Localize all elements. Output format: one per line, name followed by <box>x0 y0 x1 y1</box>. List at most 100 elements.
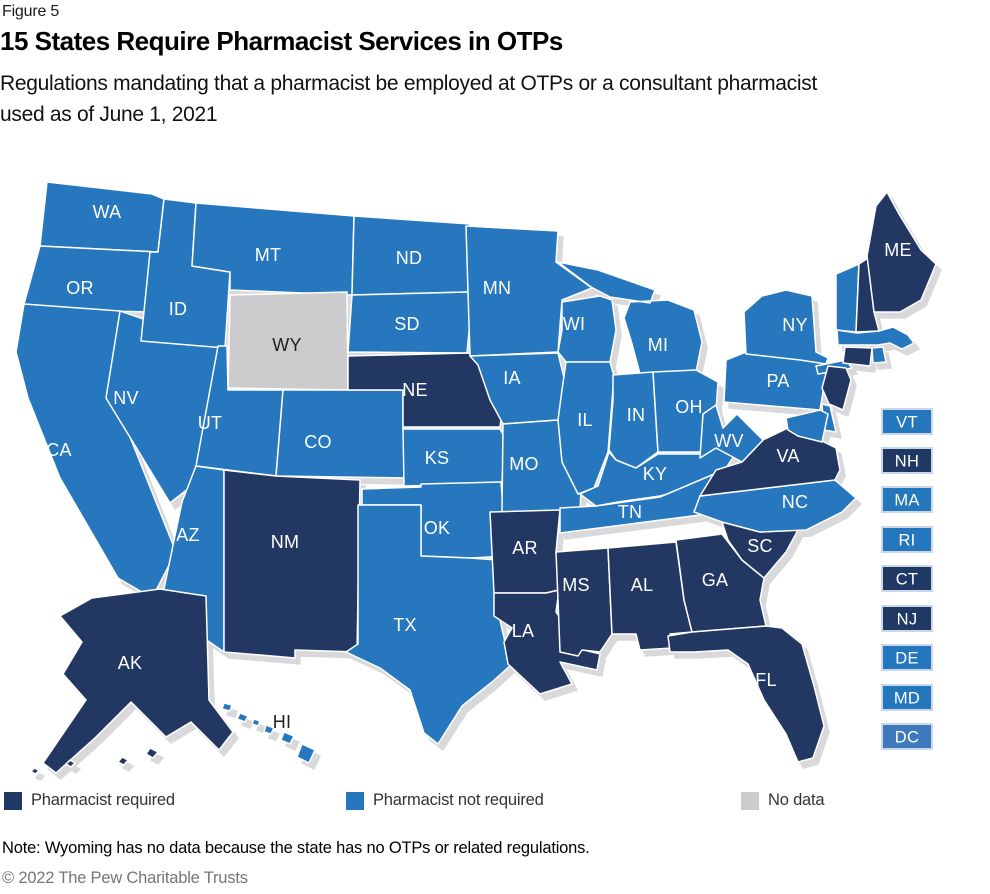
state-nj <box>821 365 852 411</box>
inset-box-md <box>881 684 933 711</box>
inset-label-dc: DC <box>895 729 919 747</box>
state-ma <box>836 326 915 350</box>
legend-label-required: Pharmacist required <box>31 791 175 809</box>
state-label-nc: NC <box>782 492 808 512</box>
state-ga <box>675 533 767 633</box>
inset-box-ma <box>881 486 933 513</box>
state-label-sc: SC <box>747 536 772 556</box>
state-nm <box>223 469 361 659</box>
state-tx <box>345 504 513 745</box>
legend-item-no-data: No data <box>741 791 825 810</box>
legend-swatch-not-required <box>346 791 364 810</box>
state-ri <box>871 346 887 364</box>
state-label-ak: AK <box>118 653 142 673</box>
state-label-mn: MN <box>483 278 511 298</box>
state-hi <box>221 702 316 764</box>
state-label-hi: HI <box>273 712 291 732</box>
state-vt <box>835 263 860 333</box>
inset-label-nh: NH <box>895 453 919 471</box>
state-label-tx: TX <box>393 615 416 635</box>
state-me <box>866 191 937 313</box>
state-label-mo: MO <box>509 454 538 474</box>
inset-box-de <box>881 644 933 671</box>
state-label-ms: MS <box>562 575 589 595</box>
inset-box-ct <box>881 565 933 592</box>
state-md <box>785 409 829 443</box>
legend-label-no-data: No data <box>768 791 825 809</box>
state-label-wi: WI <box>563 314 585 334</box>
state-ms <box>555 547 613 657</box>
inset-label-ct: CT <box>896 571 919 589</box>
state-label-sd: SD <box>394 314 419 334</box>
map-labels-layer: WA OR CA NV ID MT WY UT CO AZ NM ND SD NE KS OK TX MN IA MO… <box>46 202 911 732</box>
state-label-wv: WV <box>714 431 743 451</box>
figure-label: Figure 5 <box>2 3 60 20</box>
inset-label-ma: MA <box>894 492 919 510</box>
copyright-text: © 2022 The Pew Charitable Trusts <box>2 869 248 887</box>
state-nh <box>855 257 880 333</box>
state-label-oh: OH <box>675 397 702 417</box>
state-label-il: IL <box>577 410 592 430</box>
state-label-ga: GA <box>702 570 728 590</box>
note-text: Note: Wyoming has no data because the st… <box>2 839 590 857</box>
state-label-in: IN <box>627 405 645 425</box>
state-label-id: ID <box>169 299 187 319</box>
legend-label-not-required: Pharmacist not required <box>373 791 544 809</box>
inset-box-vt <box>881 408 933 435</box>
legend-item-required: Pharmacist required <box>4 791 175 810</box>
state-label-ut: UT <box>198 413 222 433</box>
state-label-ne: NE <box>402 380 427 400</box>
inset-box-nj <box>881 605 933 632</box>
state-label-ar: AR <box>512 538 537 558</box>
state-fl <box>667 625 825 763</box>
inset-box-ri <box>881 526 933 553</box>
inset-box-nh <box>881 447 933 474</box>
state-label-ky: KY <box>643 464 667 484</box>
page-title: 15 States Require Pharmacist Services in… <box>0 26 563 56</box>
inset-label-ri: RI <box>898 532 915 550</box>
legend: Pharmacist required Pharmacist not requi… <box>0 791 990 811</box>
state-label-ks: KS <box>425 448 449 468</box>
legend-swatch-no-data <box>741 791 759 810</box>
inset-label-vt: VT <box>896 414 918 432</box>
state-label-ok: OK <box>424 518 450 538</box>
inset-label-md: MD <box>894 690 920 708</box>
state-label-tn: TN <box>618 502 642 522</box>
east-inset-layer: VT NH MA RI CT NJ DE MD DC <box>881 408 933 750</box>
inset-label-de: DE <box>895 650 919 668</box>
state-ct <box>842 346 873 367</box>
state-label-va: VA <box>776 446 799 466</box>
state-ny <box>743 289 853 375</box>
inset-label-nj: NJ <box>897 611 918 629</box>
state-ak <box>30 588 234 775</box>
state-label-fl: FL <box>755 670 776 690</box>
state-label-co: CO <box>304 432 331 452</box>
state-label-ia: IA <box>503 368 520 388</box>
state-label-wa: WA <box>93 202 122 222</box>
legend-item-not-required: Pharmacist not required <box>346 791 544 810</box>
state-label-nd: ND <box>396 248 422 268</box>
state-mn <box>465 225 593 357</box>
state-label-mt: MT <box>255 245 281 265</box>
inset-box-dc <box>881 723 933 750</box>
state-label-mi: MI <box>648 335 668 355</box>
state-label-wy: WY <box>272 335 301 355</box>
subtitle: Regulations mandating that a pharmacist … <box>0 72 817 126</box>
state-label-az: AZ <box>176 525 199 545</box>
state-ks <box>402 428 505 487</box>
state-label-me: ME <box>884 240 911 260</box>
state-label-al: AL <box>631 575 653 595</box>
state-label-la: LA <box>512 621 534 641</box>
state-label-ca: CA <box>46 440 71 460</box>
state-label-ny: NY <box>782 315 807 335</box>
legend-swatch-required <box>4 791 22 810</box>
state-nc <box>693 479 857 533</box>
state-label-or: OR <box>66 278 93 298</box>
state-label-nm: NM <box>271 532 299 552</box>
state-co <box>275 389 406 479</box>
state-label-pa: PA <box>766 371 789 391</box>
state-wv <box>699 404 764 463</box>
map-states-layer <box>15 181 937 775</box>
